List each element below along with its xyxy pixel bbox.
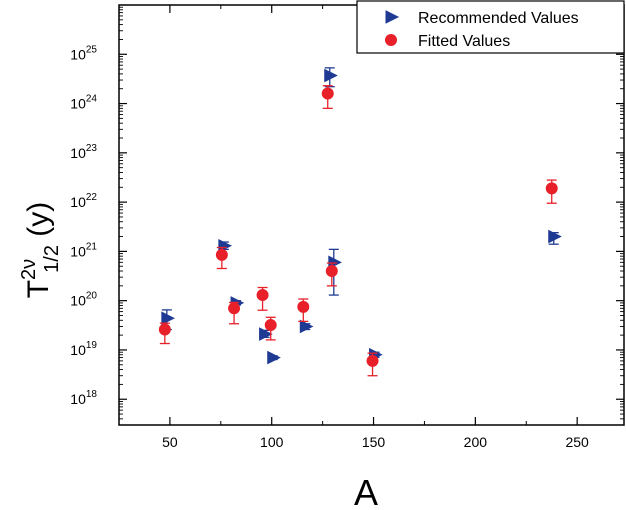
y-tick-label-base: 10 [70,96,86,112]
y-tick-label: 1025 [70,44,97,62]
y-tick-label-base: 10 [70,145,86,161]
y-tick-label: 1018 [70,389,97,407]
y-axis-title-superscript: 2ν [18,259,40,280]
x-axis-title: A [354,472,378,510]
y-tick-label-base: 10 [70,391,86,407]
y-tick-label-exponent: 18 [86,389,98,400]
x-tick-label: 200 [464,434,488,450]
data-point [228,302,241,315]
data-point [256,289,269,302]
y-tick-label: 1022 [70,192,97,210]
y-tick-label-exponent: 19 [86,340,98,351]
y-tick-label-exponent: 20 [86,291,98,302]
legend-box [356,0,625,54]
legend-marker [385,34,397,46]
y-tick-label-exponent: 24 [86,94,98,105]
y-tick-label-base: 10 [70,342,86,358]
y-tick-label-base: 10 [70,243,86,259]
legend: Recommended Values Fitted Values [356,0,625,54]
series-fitted-values [158,85,558,377]
data-point [545,182,558,195]
data-point [324,68,338,83]
y-axis-title-unit: (y) [22,202,55,245]
series-layer [158,67,562,377]
y-tick-label: 1020 [70,291,97,309]
data-point [161,311,175,326]
y-tick-label-exponent: 21 [86,241,98,252]
x-tick-label: 150 [362,434,386,450]
data-point [264,319,277,332]
y-axis-title: T2ν1/2 (y) [18,202,63,299]
y-axis-title-base: T [22,280,55,298]
x-tick-label: 250 [565,434,589,450]
data-point [325,265,338,278]
data-point [297,300,310,313]
x-tick-label: 100 [260,434,284,450]
data-point [215,248,228,261]
y-tick-label-base: 10 [70,46,86,62]
series-recommended-values [161,67,562,365]
y-tick-label-exponent: 25 [86,44,98,55]
data-point [267,350,281,365]
y-tick-label-exponent: 23 [86,143,98,154]
y-tick-label: 1024 [70,94,97,112]
y-tick-label-base: 10 [70,293,86,309]
legend-marker [385,10,400,24]
y-tick-label-base: 10 [70,194,86,210]
data-point [299,319,314,334]
legend-label: Fitted Values [418,33,510,50]
y-tick-label: 1023 [70,143,97,161]
data-point [366,354,379,367]
y-axis-title-subscript: 1/2 [41,245,63,273]
y-tick-label: 1021 [70,241,97,259]
data-point [158,323,171,336]
legend-label: Recommended Values [418,10,579,27]
axis-tick-labels: 50 100 150 200 25010181019102010211022102310… [70,44,589,450]
y-tick-label-exponent: 22 [86,192,98,203]
y-tick-label: 1019 [70,340,97,358]
data-point [548,229,562,244]
data-point [259,327,273,341]
data-point [321,87,334,100]
x-tick-label: 50 [162,434,178,450]
